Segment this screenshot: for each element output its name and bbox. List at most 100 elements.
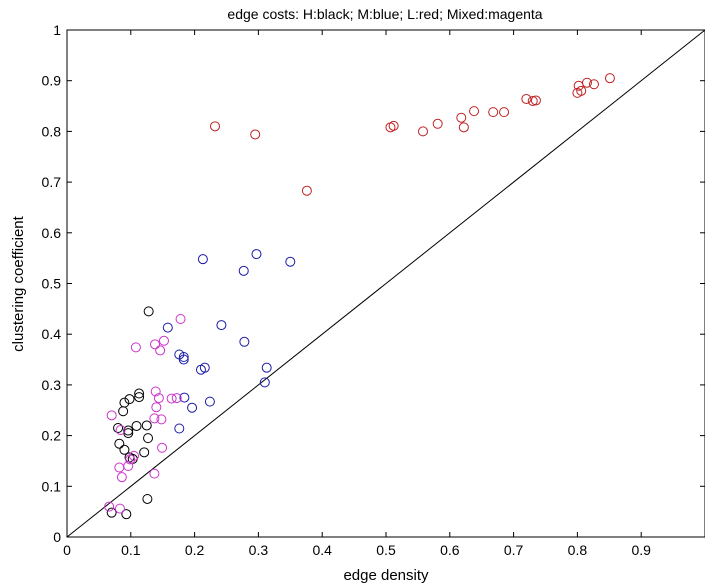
- data-point: [139, 447, 150, 458]
- data-point: [157, 442, 168, 453]
- series-3: [104, 313, 186, 514]
- data-point: [130, 342, 141, 353]
- series-0: [106, 306, 154, 520]
- data-point: [432, 118, 443, 129]
- data-point: [250, 129, 261, 140]
- y-tick-label: 0: [53, 529, 61, 545]
- data-point: [210, 121, 221, 132]
- y-tick-label: 0.6: [42, 225, 62, 241]
- data-point: [187, 402, 198, 413]
- data-point: [106, 507, 117, 518]
- data-point: [151, 402, 162, 413]
- data-point: [149, 468, 160, 479]
- data-point: [114, 462, 125, 473]
- data-point: [239, 336, 250, 347]
- y-tick-label: 0.2: [42, 428, 62, 444]
- data-point: [174, 423, 185, 434]
- data-point: [259, 377, 270, 388]
- data-point: [388, 120, 399, 131]
- x-tick-label: 0.4: [312, 542, 332, 558]
- data-point: [134, 388, 145, 399]
- data-point: [488, 107, 499, 118]
- data-point: [301, 185, 312, 196]
- data-point: [499, 107, 510, 118]
- data-point: [113, 422, 124, 433]
- data-point: [153, 393, 164, 404]
- data-point: [588, 79, 599, 90]
- x-tick-label: 0.5: [376, 542, 396, 558]
- data-point: [204, 396, 215, 407]
- data-point: [171, 393, 182, 404]
- y-tick-label: 0.9: [42, 73, 62, 89]
- data-point: [156, 414, 167, 425]
- data-point: [604, 73, 615, 84]
- y-tick-label: 0.8: [42, 123, 62, 139]
- data-point: [216, 320, 227, 331]
- data-point: [116, 472, 127, 483]
- y-tick-label: 0.3: [42, 377, 62, 393]
- data-point: [197, 254, 208, 265]
- x-tick-label: 0.3: [249, 542, 269, 558]
- x-tick-label: 0: [63, 542, 71, 558]
- data-point: [150, 339, 161, 350]
- y-tick-label: 0.7: [42, 174, 62, 190]
- data-point: [141, 420, 152, 431]
- data-point: [238, 265, 249, 276]
- data-point: [581, 77, 592, 88]
- x-tick-label: 0.2: [185, 542, 205, 558]
- y-tick-label: 0.1: [42, 478, 62, 494]
- data-point: [199, 362, 210, 373]
- data-point: [123, 425, 134, 436]
- data-point: [131, 420, 142, 431]
- data-point: [530, 95, 541, 106]
- y-axis-label: clustering coefficient: [10, 215, 27, 351]
- data-point: [469, 106, 480, 117]
- data-point: [527, 95, 538, 106]
- data-point: [179, 392, 190, 403]
- data-point: [114, 438, 125, 449]
- data-point: [521, 93, 532, 104]
- data-point: [114, 503, 125, 514]
- data-point: [251, 249, 262, 260]
- data-point: [115, 425, 126, 436]
- data-point: [155, 345, 166, 356]
- data-point: [458, 122, 469, 133]
- data-point: [150, 386, 161, 397]
- data-point: [178, 354, 189, 365]
- x-tick-label: 0.7: [504, 542, 524, 558]
- data-point: [285, 256, 296, 267]
- reference-diagonal-line: [66, 29, 705, 538]
- data-point: [261, 362, 272, 373]
- data-point: [128, 450, 139, 461]
- data-point: [576, 85, 587, 96]
- axis-ticks: 0 0.1 0.2 0.3 0.4 0.5 0.6 0.7 0.8 0.9 0 0.1 0.2 0.3 0.…: [42, 22, 705, 558]
- data-point: [456, 112, 467, 123]
- data-point: [119, 444, 130, 455]
- y-tick-label: 0.5: [42, 276, 62, 292]
- plot-area: [66, 29, 705, 538]
- data-point: [143, 433, 154, 444]
- data-point: [178, 352, 189, 363]
- series-1: [162, 249, 296, 434]
- data-point: [134, 392, 145, 403]
- data-point: [166, 393, 177, 404]
- chart-title: edge costs: H:black; M:blue; L:red; Mixe…: [227, 6, 542, 22]
- x-tick-label: 0.1: [121, 542, 141, 558]
- data-point: [149, 413, 160, 424]
- data-point: [118, 406, 129, 417]
- x-tick-label: 0.6: [440, 542, 460, 558]
- data-point: [143, 306, 154, 317]
- data-point: [162, 322, 173, 333]
- data-point: [124, 394, 135, 405]
- data-point: [121, 509, 132, 520]
- series-2: [210, 73, 615, 196]
- y-tick-label: 1: [53, 22, 61, 38]
- data-point: [125, 454, 136, 465]
- data-point: [104, 501, 115, 512]
- y-tick-label: 0.4: [42, 326, 62, 342]
- x-axis-label: edge density: [343, 567, 429, 584]
- x-tick-label: 0.9: [631, 542, 651, 558]
- data-point: [175, 313, 186, 324]
